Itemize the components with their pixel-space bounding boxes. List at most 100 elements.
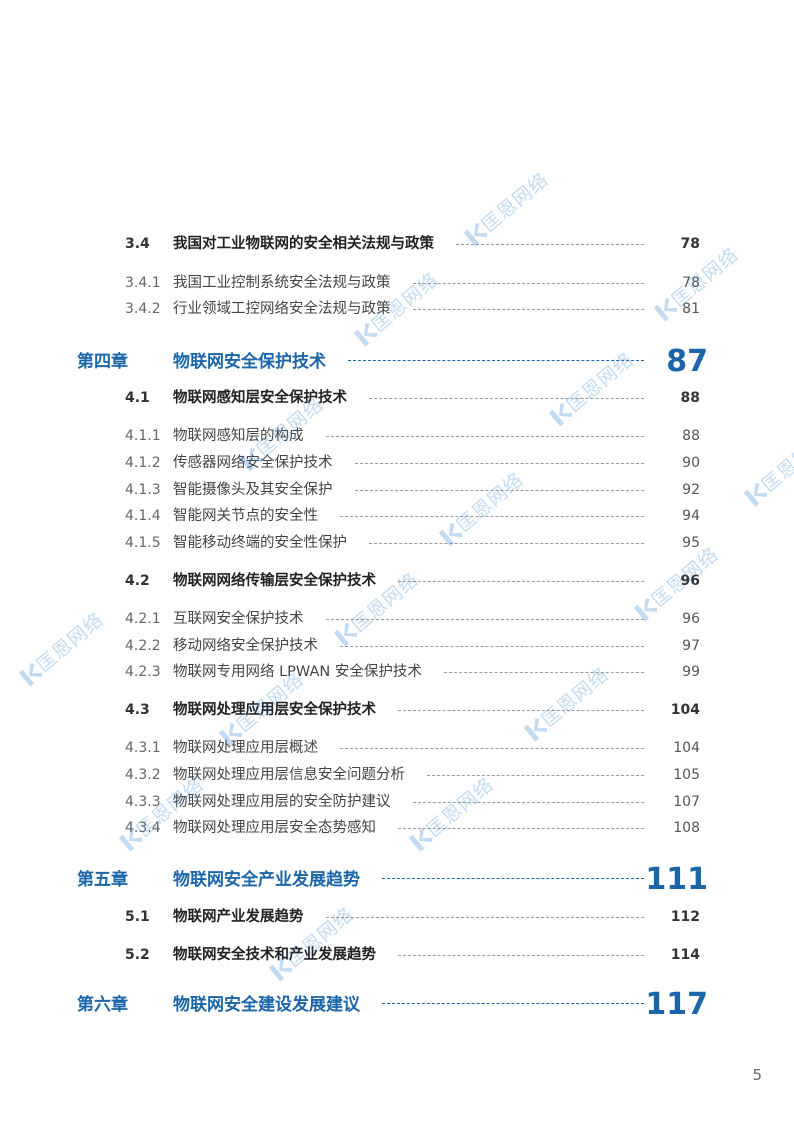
toc-number: 第五章 — [77, 870, 128, 890]
toc-number: 3.4.1 — [125, 275, 161, 291]
toc-title: 物联网处理应用层的安全防护建议 — [173, 794, 391, 810]
toc-number: 4.2 — [125, 573, 150, 589]
toc-entry[interactable]: 5.1 物联网产业发展趋势 112 — [0, 902, 794, 932]
toc-entry[interactable]: 4.1.2 传感器网络安全保护技术 90 — [0, 448, 794, 478]
toc-page-number: 94 — [682, 508, 700, 524]
toc-page-number: 117 — [645, 987, 708, 1022]
toc-page-number: 104 — [673, 740, 700, 756]
toc-entry[interactable]: 4.3.1 物联网处理应用层概述 104 — [0, 733, 794, 763]
toc-number: 4.1.3 — [125, 482, 161, 498]
dot-leader — [326, 917, 644, 918]
toc-page-number: 78 — [682, 275, 700, 291]
toc-number: 4.1.1 — [125, 428, 161, 444]
toc-title: 智能摄像头及其安全保护 — [173, 482, 333, 498]
toc-title: 互联网安全保护技术 — [173, 611, 304, 627]
toc-title: 传感器网络安全保护技术 — [173, 455, 333, 471]
toc-title: 行业领域工控网络安全法规与政策 — [173, 301, 391, 317]
dot-leader — [355, 463, 644, 464]
toc-page-number: 97 — [682, 638, 700, 654]
toc-entry[interactable]: 4.3.2 物联网处理应用层信息安全问题分析 105 — [0, 760, 794, 790]
toc-title: 物联网感知层的构成 — [173, 428, 304, 444]
toc-page-number: 99 — [682, 664, 700, 680]
toc-entry[interactable]: 4.1 物联网感知层安全保护技术 88 — [0, 383, 794, 413]
toc-title: 智能移动终端的安全性保护 — [173, 535, 347, 551]
dot-leader — [382, 1003, 644, 1004]
toc-number: 4.3.4 — [125, 820, 161, 836]
toc-entry[interactable]: 4.3 物联网处理应用层安全保护技术 104 — [0, 695, 794, 725]
dot-leader — [398, 955, 644, 956]
toc-page-number: 112 — [670, 909, 700, 925]
toc-title: 物联网感知层安全保护技术 — [173, 390, 347, 406]
dot-leader — [413, 283, 644, 284]
toc-entry[interactable]: 5.2 物联网安全技术和产业发展趋势 114 — [0, 940, 794, 970]
toc-entry[interactable]: 第六章 物联网安全建设发展建议 117 — [0, 988, 794, 1022]
toc-page-number: 87 — [666, 344, 708, 379]
dot-leader — [413, 802, 644, 803]
toc-title: 物联网网络传输层安全保护技术 — [173, 573, 376, 589]
toc-page-number: 92 — [682, 482, 700, 498]
toc-title: 物联网安全产业发展趋势 — [173, 870, 360, 890]
toc-entry[interactable]: 4.1.4 智能网关节点的安全性 94 — [0, 501, 794, 531]
toc-entry[interactable]: 4.1.1 物联网感知层的构成 88 — [0, 421, 794, 451]
toc-entry[interactable]: 4.1.3 智能摄像头及其安全保护 92 — [0, 475, 794, 505]
toc-number: 4.3.3 — [125, 794, 161, 810]
toc-title: 物联网专用网络 LPWAN 安全保护技术 — [173, 664, 422, 680]
toc-entry[interactable]: 3.4 我国对工业物联网的安全相关法规与政策 78 — [0, 229, 794, 259]
toc-number: 4.1.5 — [125, 535, 161, 551]
toc-entry[interactable]: 3.4.1 我国工业控制系统安全法规与政策 78 — [0, 268, 794, 298]
dot-leader — [355, 490, 644, 491]
toc-title: 我国对工业物联网的安全相关法规与政策 — [173, 236, 434, 252]
toc-title: 移动网络安全保护技术 — [173, 638, 318, 654]
toc-page-number: 104 — [670, 702, 700, 718]
page-number: 5 — [752, 1066, 762, 1084]
dot-leader — [427, 775, 644, 776]
dot-leader — [382, 878, 644, 879]
dot-leader — [340, 748, 644, 749]
toc-title: 物联网安全保护技术 — [173, 352, 326, 372]
toc-page-number: 88 — [682, 428, 700, 444]
dot-leader — [398, 710, 644, 711]
toc-page-number: 78 — [680, 236, 700, 252]
toc-page-number: 88 — [680, 390, 700, 406]
toc-title: 物联网处理应用层安全保护技术 — [173, 702, 376, 718]
toc-entry[interactable]: 第五章 物联网安全产业发展趋势 111 — [0, 863, 794, 897]
toc-number: 4.3.2 — [125, 767, 161, 783]
toc-entry[interactable]: 4.2.1 互联网安全保护技术 96 — [0, 604, 794, 634]
toc-title: 物联网处理应用层概述 — [173, 740, 318, 756]
toc-page-number: 114 — [670, 947, 700, 963]
toc-entry[interactable]: 4.2.2 移动网络安全保护技术 97 — [0, 631, 794, 661]
dot-leader — [326, 619, 644, 620]
toc-title: 物联网安全建设发展建议 — [173, 995, 360, 1015]
dot-leader — [398, 828, 644, 829]
toc-number: 3.4.2 — [125, 301, 161, 317]
dot-leader — [398, 581, 644, 582]
toc-number: 4.1.2 — [125, 455, 161, 471]
toc-number: 4.2.3 — [125, 664, 161, 680]
dot-leader — [326, 436, 644, 437]
toc-number: 5.1 — [125, 909, 150, 925]
toc-number: 4.2.2 — [125, 638, 161, 654]
toc-page-number: 96 — [682, 611, 700, 627]
toc-number: 4.1.4 — [125, 508, 161, 524]
dot-leader — [348, 360, 644, 361]
dot-leader — [369, 543, 644, 544]
toc-page-number: 107 — [673, 794, 700, 810]
toc-title: 物联网处理应用层信息安全问题分析 — [173, 767, 405, 783]
dot-leader — [456, 244, 644, 245]
toc-entry[interactable]: 4.3.4 物联网处理应用层安全态势感知 108 — [0, 813, 794, 843]
toc-page-number: 96 — [680, 573, 700, 589]
toc-number: 3.4 — [125, 236, 150, 252]
toc-entry[interactable]: 3.4.2 行业领域工控网络安全法规与政策 81 — [0, 294, 794, 324]
toc-page-number: 81 — [682, 301, 700, 317]
toc-entry[interactable]: 4.2 物联网网络传输层安全保护技术 96 — [0, 566, 794, 596]
toc-number: 第四章 — [77, 352, 128, 372]
toc-entry[interactable]: 4.1.5 智能移动终端的安全性保护 95 — [0, 528, 794, 558]
toc-entry[interactable]: 4.3.3 物联网处理应用层的安全防护建议 107 — [0, 787, 794, 817]
toc-page-number: 95 — [682, 535, 700, 551]
toc-entry[interactable]: 4.2.3 物联网专用网络 LPWAN 安全保护技术 99 — [0, 657, 794, 687]
dot-leader — [369, 398, 644, 399]
toc-page-number: 111 — [645, 862, 708, 897]
toc-number: 第六章 — [77, 995, 128, 1015]
toc-title: 物联网安全技术和产业发展趋势 — [173, 947, 376, 963]
toc-entry[interactable]: 第四章 物联网安全保护技术 87 — [0, 345, 794, 379]
